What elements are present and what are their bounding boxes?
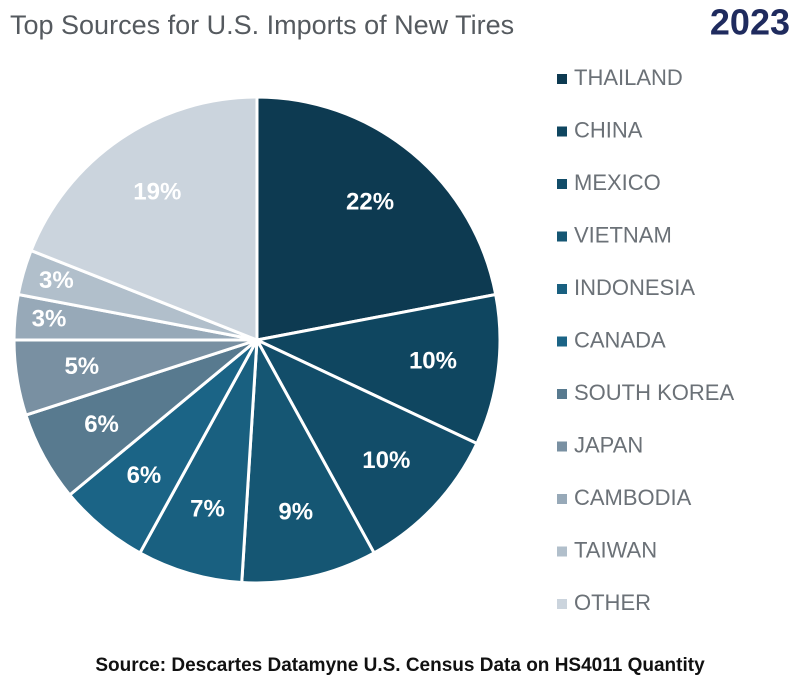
- legend-label: CHINA: [574, 117, 643, 142]
- chart-title: Top Sources for U.S. Imports of New Tire…: [10, 10, 514, 40]
- pie-slice: [240, 334, 377, 585]
- legend-swatch: [557, 231, 567, 242]
- chart-title-year: 2023: [710, 2, 790, 43]
- legend-label: INDONESIA: [574, 275, 695, 300]
- data-label: 5%: [64, 353, 99, 380]
- legend-swatch: [557, 284, 567, 294]
- legend-label: CAMBODIA: [574, 485, 692, 510]
- data-label: 19%: [133, 179, 181, 206]
- pie-slice: [29, 95, 259, 343]
- data-label: 6%: [84, 411, 119, 438]
- legend-swatch: [557, 74, 567, 84]
- legend-label: OTHER: [574, 590, 651, 615]
- legend-label: TAIWAN: [574, 537, 657, 562]
- legend-swatch: [557, 441, 567, 452]
- data-label: 3%: [39, 267, 74, 294]
- pie-slice: [137, 339, 259, 585]
- source-note: Source: Descartes Datamyne U.S. Census D…: [95, 655, 705, 676]
- legend-label: VIETNAM: [574, 222, 672, 247]
- pie-slice: [255, 95, 498, 342]
- data-label: 10%: [409, 348, 457, 375]
- legend-swatch: [557, 336, 567, 347]
- data-label: 3%: [32, 306, 67, 333]
- legend-swatch: [557, 494, 567, 504]
- legend-swatch: [557, 126, 567, 137]
- legend-label: CANADA: [574, 327, 666, 352]
- data-label: 9%: [278, 498, 313, 525]
- pie-slice: [253, 336, 479, 555]
- data-label: 10%: [362, 447, 410, 474]
- legend-swatch: [557, 179, 567, 189]
- legend-swatch: [557, 389, 567, 399]
- data-label: 6%: [127, 462, 162, 489]
- data-label: 22%: [346, 189, 394, 216]
- legend-label: THAILAND: [574, 65, 683, 90]
- data-label: 7%: [190, 496, 225, 523]
- legend-label: JAPAN: [574, 432, 643, 457]
- legend-swatch: [557, 599, 567, 609]
- legend-label: MEXICO: [574, 170, 661, 195]
- legend-swatch: [557, 546, 567, 557]
- legend-label: SOUTH KOREA: [574, 380, 734, 405]
- pie-slice: [252, 292, 502, 446]
